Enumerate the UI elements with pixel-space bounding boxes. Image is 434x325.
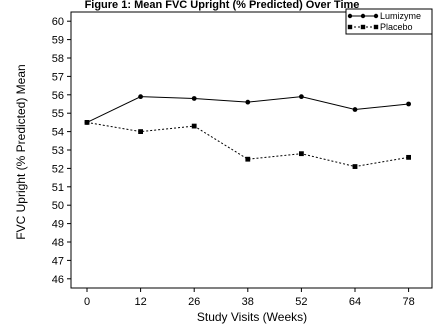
data-point — [352, 107, 358, 112]
y-tick-label: 49 — [52, 219, 64, 231]
x-tick-label: 12 — [134, 296, 146, 308]
legend-box — [345, 8, 433, 35]
legend-marker — [360, 24, 366, 30]
legend-marker — [347, 24, 353, 30]
y-axis: 46 47 48 49 50 51 52 53 54 55 56 57 58 59 60 — [52, 16, 71, 286]
y-tick-label: 51 — [52, 182, 64, 194]
x-tick-label: 38 — [242, 296, 254, 308]
x-tick-label: 64 — [349, 296, 361, 308]
x-tick-label: 0 — [84, 296, 90, 308]
y-tick-label: 50 — [52, 200, 64, 212]
y-tick-label: 60 — [52, 16, 64, 28]
legend-marker — [373, 13, 379, 19]
data-point — [84, 120, 90, 125]
y-tick-label: 59 — [52, 35, 64, 47]
data-point — [299, 151, 304, 157]
legend-item: Placebo — [347, 22, 413, 32]
y-tick-label: 52 — [52, 163, 64, 175]
x-axis: 0 12 26 38 52 64 78 — [84, 288, 415, 308]
plot-area-frame — [70, 11, 433, 289]
data-point — [406, 154, 411, 160]
data-point — [191, 96, 197, 101]
series-layer — [84, 94, 411, 169]
y-tick-label: 47 — [52, 255, 64, 267]
legend-label: Placebo — [380, 22, 413, 32]
x-tick-label: 52 — [295, 296, 307, 308]
series-lumizyme — [84, 94, 411, 125]
x-tick-label: 26 — [188, 296, 200, 308]
x-axis-title: Study Visits (Weeks) — [197, 310, 307, 324]
data-point — [245, 99, 251, 105]
legend-label: Lumizyme — [380, 11, 421, 21]
y-axis-title: FVC Upright (% Predicted) Mean — [14, 64, 28, 239]
y-tick-label: 57 — [52, 71, 64, 83]
legend-marker — [373, 24, 379, 30]
y-tick-label: 58 — [52, 53, 64, 65]
data-point — [352, 164, 358, 169]
y-tick-label: 53 — [52, 145, 64, 157]
y-tick-label: 54 — [52, 127, 64, 139]
y-tick-label: 46 — [52, 274, 64, 286]
chart-title: Figure 1: Mean FVC Upright (% Predicted)… — [85, 0, 360, 11]
legend-marker — [347, 13, 353, 19]
x-tick-label: 78 — [402, 296, 414, 308]
data-point — [191, 123, 197, 129]
legend-marker — [360, 13, 366, 19]
y-tick-label: 55 — [52, 108, 64, 120]
data-point — [245, 156, 251, 162]
y-tick-label: 56 — [52, 90, 64, 102]
series-placebo — [84, 120, 411, 169]
legend-item: Lumizyme — [347, 11, 421, 21]
data-point — [406, 101, 411, 107]
data-point — [138, 129, 143, 134]
data-point — [138, 94, 144, 100]
y-tick-label: 48 — [52, 237, 64, 249]
data-point — [299, 94, 304, 100]
